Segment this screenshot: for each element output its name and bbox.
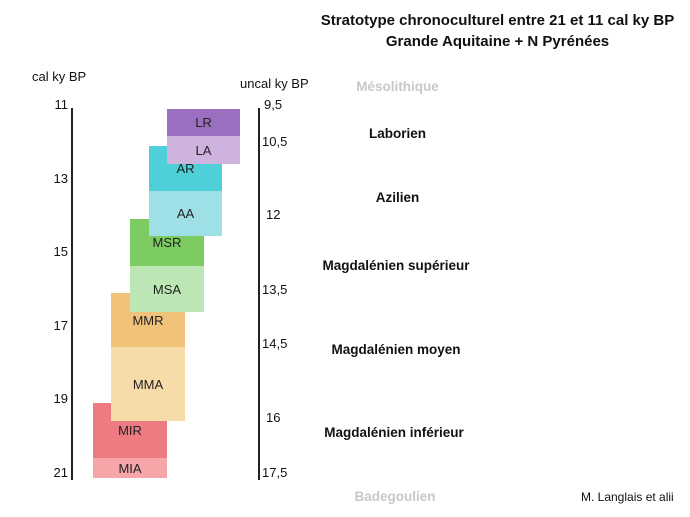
phase-label-aa: AA — [176, 206, 195, 221]
phase-label-msa: MSA — [152, 281, 182, 297]
right-axis-line — [258, 108, 260, 480]
right-tick: 14,5 — [262, 336, 288, 351]
left-tick: 17 — [53, 318, 68, 333]
credit-text: M. Langlais et alii — [581, 490, 674, 504]
phase-label-lr: LR — [195, 115, 212, 130]
right-tick: 12 — [266, 207, 281, 222]
left-tick: 13 — [53, 171, 68, 186]
phase-label-mma: MMA — [132, 376, 164, 392]
title-line-1: Stratotype chronoculturel entre 21 et 11… — [320, 12, 675, 29]
culture-magdalenien-moyen: Magdalénien moyen — [331, 342, 461, 357]
right-tick: 17,5 — [262, 465, 288, 480]
diagram-title: Stratotype chronoculturel entre 21 et 11… — [300, 10, 690, 52]
phase-label-mir: MIR — [118, 423, 142, 438]
culture-mesolithique: Mésolithique — [356, 79, 439, 94]
left-tick: 21 — [53, 465, 68, 480]
culture-badegoulien: Badegoulien — [354, 489, 436, 504]
culture-laborien: Laborien — [368, 126, 426, 141]
phase-block-mia: MIA — [93, 458, 167, 478]
phase-label-mmr: MMR — [132, 312, 164, 328]
right-tick: 16 — [266, 410, 281, 425]
culture-azilien: Azilien — [375, 190, 420, 205]
phase-label-mia: MIA — [118, 460, 142, 476]
phase-block-lr: LR — [167, 109, 240, 136]
left-tick: 19 — [53, 391, 68, 406]
left-tick: 15 — [53, 244, 68, 259]
phase-label-msr: MSR — [152, 235, 182, 250]
culture-magdalenien-inferieur: Magdalénien inférieur — [324, 425, 464, 440]
phase-block-aa: AA — [149, 191, 222, 236]
phase-block-la: LA — [167, 136, 240, 164]
culture-magdalenien-superieur: Magdalénien supérieur — [322, 258, 470, 273]
left-axis-label: cal ky BP — [32, 69, 87, 84]
left-tick: 11 — [54, 97, 69, 112]
phase-label-la: LA — [195, 142, 212, 158]
phase-block-mma: MMA — [111, 347, 185, 421]
right-tick: 13,5 — [262, 282, 288, 297]
title-line-2: Grande Aquitaine + N Pyrénées — [385, 33, 610, 50]
phase-label-ar: AR — [176, 161, 195, 176]
phase-block-msr: MSR — [130, 219, 204, 266]
left-axis-line — [71, 108, 73, 480]
right-tick: 9,5 — [264, 97, 283, 112]
right-tick: 10,5 — [262, 134, 288, 149]
right-axis-label: uncal ky BP — [240, 76, 309, 91]
phase-block-msa: MSA — [130, 266, 204, 312]
